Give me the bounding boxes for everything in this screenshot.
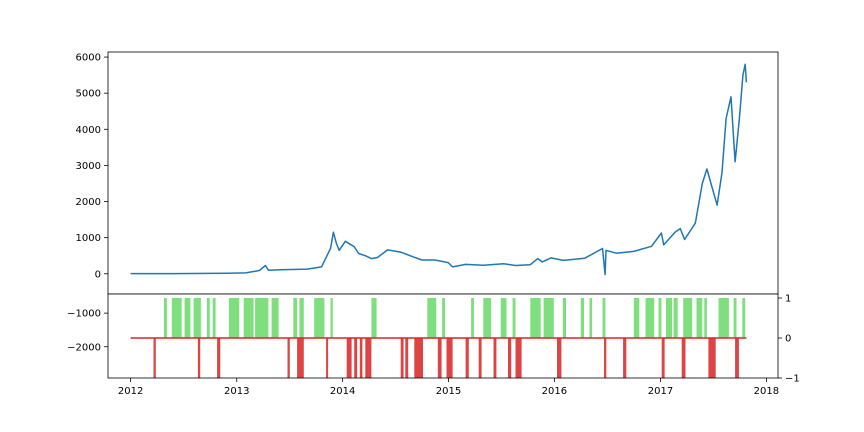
buy-signal-bar	[442, 298, 445, 338]
buy-signal-bar	[733, 298, 737, 338]
sell-signal-bar	[735, 338, 739, 378]
signal-right-y-axis: 1 0 −1	[778, 294, 800, 385]
sell-signal-bar	[708, 338, 716, 378]
price-y-tick-label: 0	[95, 269, 101, 280]
buy-signal-bar	[666, 298, 673, 338]
buy-signal-bar	[562, 298, 566, 338]
x-tick-label: 2018	[754, 386, 779, 397]
buy-signal-bar	[212, 298, 216, 338]
signal-left-y-tick-label: −1000	[67, 309, 101, 320]
x-tick-label: 2016	[542, 386, 567, 397]
buy-signal-bar	[530, 298, 541, 338]
sell-signal-bar	[346, 338, 352, 378]
sell-signal-bar	[400, 338, 404, 378]
buy-signal-bar	[633, 298, 640, 338]
price-y-tick-label: 6000	[76, 53, 101, 64]
price-y-tick-label: 5000	[76, 89, 101, 100]
buy-signal-bar	[471, 298, 474, 338]
buy-signal-bar	[314, 298, 325, 338]
buy-signal-bar	[696, 298, 703, 338]
buy-signal-bar	[293, 298, 298, 338]
signal-right-y-tick-label: −1	[785, 374, 800, 385]
buy-signal-bar	[683, 298, 693, 338]
buy-signal-bar	[330, 298, 333, 338]
buy-signal-bar	[718, 298, 729, 338]
sell-signal-bar	[493, 338, 497, 378]
sell-signal-bar	[365, 338, 372, 378]
sell-signal-bar	[446, 338, 453, 378]
buy-signal-bar	[580, 298, 584, 338]
buy-signal-bar	[645, 298, 655, 338]
price-y-tick-label: 3000	[76, 161, 101, 172]
price-plot-background	[108, 52, 778, 294]
x-tick-label: 2013	[224, 386, 249, 397]
buy-signal-bar	[704, 298, 707, 338]
buy-signal-bar	[589, 298, 593, 338]
buy-signal-bar	[255, 298, 269, 338]
buy-signal-bar	[171, 298, 182, 338]
price-y-axis: 0 1000 2000 3000 4000 5000 6000	[76, 53, 108, 280]
buy-signal-bar	[193, 298, 201, 338]
x-tick-label: 2014	[330, 386, 355, 397]
signal-marks	[153, 298, 746, 378]
sell-signal-bar	[197, 338, 201, 378]
buy-signal-bar	[500, 298, 507, 338]
sell-signal-bar	[414, 338, 423, 378]
buy-signal-bar	[742, 298, 746, 338]
sell-signal-bar	[604, 338, 607, 378]
sell-signal-bar	[287, 338, 290, 378]
buy-signal-bar	[206, 298, 210, 338]
buy-signal-bar	[658, 298, 662, 338]
buy-signal-bar	[271, 298, 279, 338]
x-tick-label: 2015	[436, 386, 461, 397]
buy-signal-bar	[164, 298, 167, 338]
buy-signal-bar	[299, 298, 304, 338]
x-tick-label: 2012	[118, 386, 143, 397]
sell-signal-bar	[354, 338, 358, 378]
sell-signal-bar	[681, 338, 686, 378]
buy-signal-bar	[243, 298, 254, 338]
sell-signal-bar	[405, 338, 409, 378]
sell-signal-bar	[508, 338, 512, 378]
buy-signal-bar	[228, 298, 240, 338]
price-y-tick-label: 2000	[76, 197, 101, 208]
buy-signal-bar	[512, 298, 516, 338]
sell-signal-bar	[153, 338, 156, 378]
sell-signal-bar	[359, 338, 363, 378]
buy-signal-bar	[371, 298, 377, 338]
signal-left-y-tick-label: −2000	[67, 342, 101, 353]
sell-signal-bar	[478, 338, 482, 378]
signal-left-y-axis: −1000 −2000	[67, 309, 108, 353]
sell-signal-bar	[661, 338, 665, 378]
buy-signal-bar	[673, 298, 678, 338]
price-y-tick-label: 1000	[76, 233, 101, 244]
signal-plot-frame	[107, 293, 779, 379]
sell-signal-bar	[515, 338, 522, 378]
sell-signal-bar	[465, 338, 469, 378]
buy-signal-bar	[602, 298, 606, 338]
sell-signal-bar	[623, 338, 627, 378]
x-tick-label: 2017	[648, 386, 673, 397]
sell-signal-bar	[326, 338, 329, 378]
sell-signal-bar	[297, 338, 304, 378]
sell-signal-bar	[217, 338, 221, 378]
sell-signal-bar	[557, 338, 562, 378]
signal-panel: −1000 −2000 1 0 −1	[67, 294, 800, 385]
buy-signal-bar	[543, 298, 554, 338]
sell-signal-bar	[437, 338, 442, 378]
x-axis: 2012 2013 2014 2015 2016 2017 2018	[118, 378, 779, 397]
price-panel: 0 1000 2000 3000 4000 5000 6000	[76, 51, 779, 295]
signal-right-y-tick-label: 0	[785, 334, 791, 345]
price-y-tick-label: 4000	[76, 125, 101, 136]
buy-signal-bar	[184, 298, 191, 338]
buy-signal-bar	[483, 298, 492, 338]
price-line	[130, 63, 748, 276]
buy-signal-bar	[427, 298, 437, 338]
signal-right-y-tick-label: 1	[785, 294, 791, 305]
